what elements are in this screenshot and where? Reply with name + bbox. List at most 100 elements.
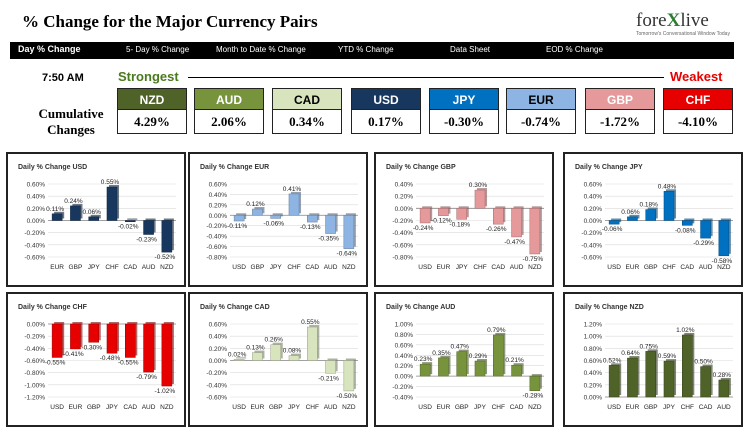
y-tick-label: -0.20% <box>206 223 227 230</box>
nav-ytd-change[interactable]: YTD % Change <box>338 45 394 54</box>
chart-title: Daily % Change CHF <box>18 304 88 311</box>
y-tick-label: 0.00% <box>584 395 603 402</box>
currency-code: EUR <box>506 88 576 110</box>
x-tick-label: CAD <box>680 264 694 271</box>
data-label: -1.02% <box>155 388 176 395</box>
timestamp: 7:50 AM <box>42 72 84 84</box>
chart-chf: Daily % Change CHF 0.00% -0.20% -0.40% -0.60… <box>6 292 186 427</box>
data-label: 0.26% <box>264 337 283 344</box>
x-tick-label: JPY <box>663 404 676 411</box>
data-label: 0.50% <box>694 359 713 366</box>
bar <box>718 220 730 257</box>
logo-tagline: Tomorrow's Conversational Window Today <box>636 31 730 37</box>
chart-nzd: Daily % Change NZD 1.20% 1.00% 0.80% 0.60% 0.… <box>563 292 743 427</box>
currency-change-value: -1.72% <box>585 110 655 134</box>
cumulative-changes-label: Cumulative Changes <box>38 106 104 137</box>
y-tick-label: 0.60% <box>27 182 46 189</box>
currency-code: CAD <box>272 88 342 110</box>
bar <box>663 360 675 398</box>
bar <box>682 220 693 226</box>
y-tick-label: 0.40% <box>209 334 228 341</box>
data-label: 0.21% <box>505 357 524 364</box>
data-label: 0.41% <box>283 186 302 193</box>
y-tick-label: -0.60% <box>24 255 45 262</box>
data-label: -0.79% <box>136 374 157 381</box>
data-label: -0.30% <box>81 344 102 351</box>
nav-mtd-change[interactable]: Month to Date % Change <box>216 45 306 54</box>
x-tick-label: CAD <box>123 404 137 411</box>
y-tick-label: 0.20% <box>209 202 228 209</box>
x-tick-label: EUR <box>437 404 451 411</box>
x-tick-label: AUD <box>142 404 156 411</box>
y-tick-label: 0.20% <box>584 382 603 389</box>
bar-shadow <box>127 218 138 220</box>
y-tick-label: 0.40% <box>209 192 228 199</box>
nav-day-change[interactable]: Day % Change <box>18 44 81 54</box>
data-label: 1.02% <box>676 327 695 334</box>
y-tick-label: -0.40% <box>392 395 413 402</box>
data-label: 0.55% <box>101 179 120 186</box>
data-label: -0.06% <box>263 220 284 227</box>
chart-title: Daily % Change USD <box>18 164 87 171</box>
data-label: -0.64% <box>337 251 358 258</box>
currency-box-aud: AUD 2.06% <box>194 88 264 134</box>
forexlive-logo[interactable]: foreXlive <box>636 10 709 31</box>
chart-title: Daily % Change CAD <box>200 304 270 311</box>
data-label: 0.30% <box>469 182 488 189</box>
bar <box>343 215 355 249</box>
x-tick-label: NZD <box>342 264 356 271</box>
bar <box>627 357 638 398</box>
bar <box>325 360 336 374</box>
bar <box>438 357 449 377</box>
x-tick-label: GBP <box>269 404 283 411</box>
bar <box>88 216 99 221</box>
y-tick-label: 0.40% <box>395 353 414 360</box>
data-label: -0.06% <box>602 226 623 233</box>
x-tick-label: GBP <box>644 404 658 411</box>
x-tick-label: NZD <box>717 264 731 271</box>
data-label: 0.29% <box>469 353 488 360</box>
currency-box-chf: CHF -4.10% <box>663 88 733 134</box>
y-tick-label: 1.00% <box>584 334 603 341</box>
strength-divider-line <box>188 77 664 78</box>
nav-eod-change[interactable]: EOD % Change <box>546 45 603 54</box>
bar <box>325 215 336 234</box>
data-label: -0.47% <box>504 239 525 246</box>
y-tick-label: 1.20% <box>584 322 603 329</box>
currency-code: JPY <box>429 88 499 110</box>
bar <box>307 326 318 361</box>
chart-title: Daily % Change AUD <box>386 304 455 311</box>
y-tick-label: 0.20% <box>209 346 228 353</box>
data-label: -0.35% <box>318 236 339 243</box>
nav-data-sheet[interactable]: Data Sheet <box>450 45 491 54</box>
x-tick-label: EUR <box>50 264 64 271</box>
y-tick-label: 0.20% <box>27 206 46 213</box>
x-tick-label: CAD <box>510 404 524 411</box>
bar <box>88 323 99 343</box>
x-tick-label: GBP <box>251 264 265 271</box>
y-tick-label: 0.00% <box>209 213 228 220</box>
bar <box>233 215 245 222</box>
x-tick-label: CHF <box>473 264 486 271</box>
data-label: -0.18% <box>449 221 470 228</box>
currency-change-value: 4.29% <box>117 110 187 134</box>
x-tick-label: JPY <box>288 404 301 411</box>
data-label: 0.28% <box>713 372 732 379</box>
x-tick-label: GBP <box>69 264 83 271</box>
bar <box>456 351 467 377</box>
y-tick-label: 0.60% <box>209 182 228 189</box>
y-tick-label: -0.60% <box>206 395 227 402</box>
header: % Change for the Major Currency Pairs fo… <box>0 0 752 42</box>
y-tick-label: -0.80% <box>206 255 227 262</box>
currency-change-value: -4.10% <box>663 110 733 134</box>
y-tick-label: 1.00% <box>395 322 414 329</box>
bar <box>645 351 656 398</box>
currency-change-value: 0.34% <box>272 110 342 134</box>
nav-5day-change[interactable]: 5- Day % Change <box>126 45 190 54</box>
data-label: -0.23% <box>136 236 157 243</box>
data-label: 0.08% <box>283 348 302 355</box>
data-label: 0.02% <box>228 351 247 358</box>
data-label: 0.35% <box>432 350 451 357</box>
chart-title: Daily % Change JPY <box>575 164 643 171</box>
bar <box>343 360 355 392</box>
